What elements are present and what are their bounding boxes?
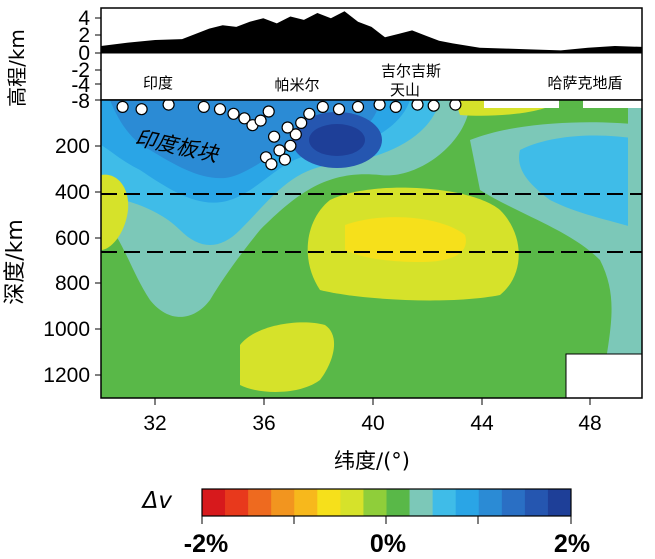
event-marker-19 bbox=[351, 100, 365, 114]
latitude-axis-label: 纬度/(°) bbox=[334, 449, 410, 473]
colorbar-cell-7 bbox=[363, 489, 387, 516]
elevation-ticks bbox=[95, 17, 101, 101]
lat-tick-40: 40 bbox=[361, 412, 384, 435]
main-frame bbox=[100, 99, 643, 399]
colorbar-cell-13 bbox=[501, 489, 526, 516]
event-marker-12 bbox=[278, 153, 291, 166]
colorbar-label: Δv bbox=[141, 488, 173, 514]
lat-tick-32: 32 bbox=[143, 412, 166, 435]
lat-ticks bbox=[154, 398, 591, 405]
colorbar-cell-8 bbox=[386, 489, 410, 516]
event-marker-16 bbox=[303, 107, 316, 120]
lat-tick-36: 36 bbox=[252, 412, 275, 435]
anomaly-yellow-lower bbox=[240, 322, 335, 392]
event-marker-6 bbox=[238, 112, 251, 125]
anomaly-blue-east-2 bbox=[519, 135, 642, 230]
region-label-kazakh: 哈萨克地盾 bbox=[547, 74, 622, 92]
event-marker-18 bbox=[332, 103, 346, 116]
depth-ticks bbox=[95, 145, 101, 376]
colorbar-cell-5 bbox=[317, 489, 341, 516]
region-label-tianshan: 天山 bbox=[390, 81, 420, 99]
elev-tick-m2: -2 bbox=[71, 59, 90, 82]
colorbar-cells bbox=[202, 489, 572, 516]
depth-tick-1000: 1000 bbox=[43, 318, 90, 341]
colorbar-cell-1 bbox=[225, 489, 249, 516]
kazakh-blank-box bbox=[565, 353, 642, 398]
region-label-india: 印度 bbox=[143, 74, 173, 92]
event-marker-23 bbox=[427, 100, 440, 112]
event-marker-13 bbox=[284, 139, 297, 152]
elev-tick-4: 4 bbox=[78, 7, 90, 30]
event-marker-8 bbox=[254, 114, 267, 127]
depth-tick-800: 800 bbox=[55, 272, 90, 295]
event-marker-5 bbox=[227, 107, 240, 120]
event-marker-17 bbox=[316, 100, 329, 114]
colorbar-tick-max: 2% bbox=[554, 530, 590, 558]
colorbar-tick-zero: 0% bbox=[370, 530, 406, 558]
event-marker-4 bbox=[213, 103, 227, 116]
event-marker-2 bbox=[162, 100, 175, 111]
anomaly-blue-edge bbox=[628, 100, 642, 398]
event-marker-0 bbox=[116, 100, 129, 114]
anomaly-deep-blue-core-2 bbox=[309, 124, 365, 156]
event-marker-24 bbox=[449, 100, 462, 111]
elev-tick-m8: -8 bbox=[71, 90, 90, 113]
shallow-blank bbox=[484, 100, 559, 108]
depth-axis-label: 深度/km bbox=[3, 219, 28, 305]
depth-tick-600: 600 bbox=[55, 227, 90, 250]
event-marker-10 bbox=[268, 130, 281, 143]
event-marker-15 bbox=[295, 116, 308, 130]
elev-tick-2: 2 bbox=[78, 24, 90, 47]
lat-tick-44: 44 bbox=[470, 412, 494, 435]
colorbar-cell-9 bbox=[409, 489, 434, 516]
event-marker-26 bbox=[265, 158, 278, 171]
elevation-axis-label: 高程/km bbox=[5, 29, 29, 107]
event-marker-9 bbox=[262, 105, 275, 118]
colorbar-cell-12 bbox=[478, 489, 503, 516]
shallow-blank-2 bbox=[583, 100, 642, 108]
elevation-panel: 4 2 0 -2 -4 -8 高程/km 印度 帕米尔 吉尔吉斯 天山 哈萨克地… bbox=[5, 7, 643, 113]
colorbar: Δv -2% 0% 2% bbox=[141, 488, 590, 558]
colorbar-cell-0 bbox=[202, 489, 226, 516]
event-marker-21 bbox=[389, 100, 402, 114]
elevation-profile bbox=[101, 11, 642, 53]
depth-tick-200: 200 bbox=[55, 135, 90, 158]
earthquake-events bbox=[116, 100, 462, 171]
elev-tick-0: 0 bbox=[78, 42, 90, 65]
anomaly-field bbox=[101, 100, 642, 398]
depth-tick-400: 400 bbox=[55, 181, 90, 204]
event-marker-20 bbox=[373, 100, 386, 111]
colorbar-cell-3 bbox=[271, 489, 295, 516]
tomography-panel: 印度板块 200 400 600 800 1000 1200 深度/km 32 … bbox=[3, 99, 643, 473]
event-marker-27 bbox=[281, 121, 294, 134]
elev-tick-m4: -4 bbox=[71, 74, 90, 97]
depth-tick-1200: 1200 bbox=[43, 364, 90, 387]
lat-tick-48: 48 bbox=[578, 412, 601, 435]
colorbar-cell-6 bbox=[340, 489, 364, 516]
colorbar-cell-2 bbox=[248, 489, 272, 516]
colorbar-cell-14 bbox=[524, 489, 549, 516]
colorbar-cell-15 bbox=[547, 489, 572, 516]
colorbar-cell-11 bbox=[455, 489, 480, 516]
region-label-kyrgyz: 吉尔吉斯 bbox=[381, 62, 441, 80]
event-marker-3 bbox=[197, 100, 210, 114]
region-label-pamir: 帕米尔 bbox=[274, 76, 319, 94]
colorbar-tick-min: -2% bbox=[184, 530, 228, 558]
colorbar-cell-4 bbox=[294, 489, 318, 516]
event-marker-11 bbox=[273, 144, 286, 157]
event-marker-22 bbox=[411, 100, 424, 111]
event-marker-1 bbox=[135, 103, 148, 116]
colorbar-cell-10 bbox=[432, 489, 457, 516]
anomaly-yellow-mtz-core bbox=[345, 217, 466, 262]
event-marker-14 bbox=[289, 128, 302, 141]
